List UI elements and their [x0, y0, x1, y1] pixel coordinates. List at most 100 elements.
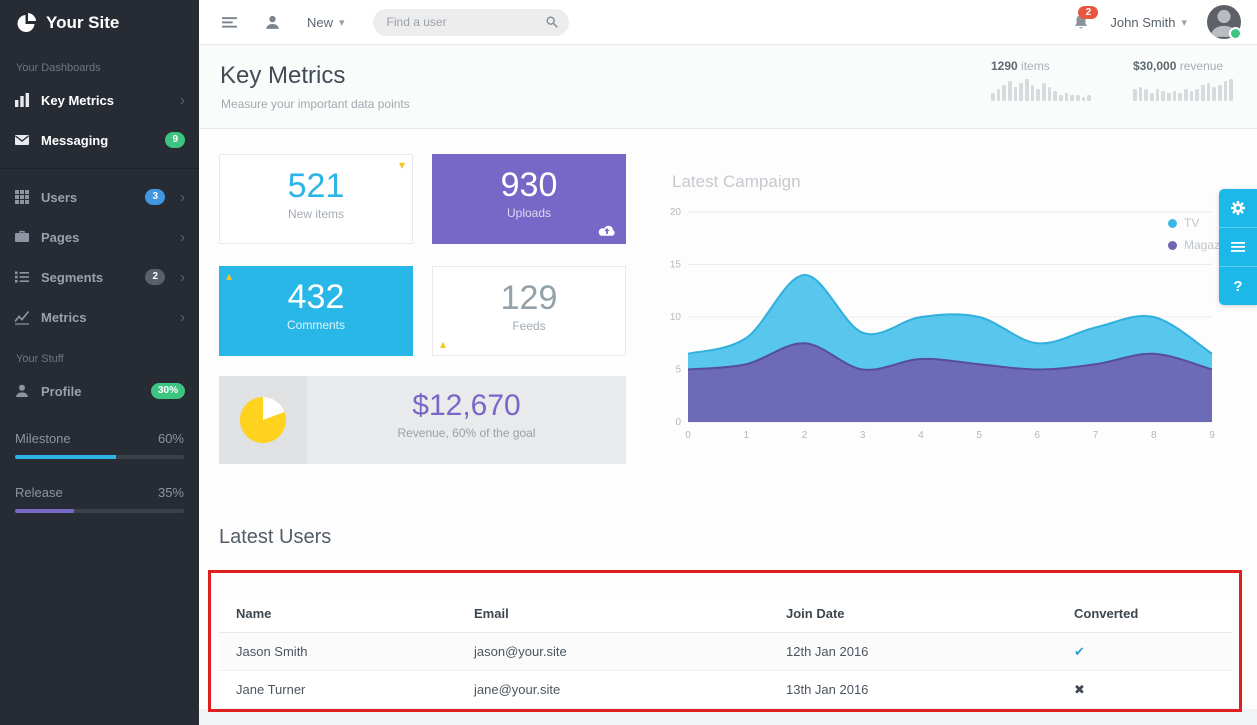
segments-badge: 2: [145, 269, 165, 285]
envelope-icon: [14, 132, 30, 148]
user-menu[interactable]: John Smith ▾: [1110, 15, 1187, 30]
sidebar-item-label: Key Metrics: [41, 92, 114, 108]
cell-name: Jane Turner: [236, 682, 306, 697]
svg-text:10: 10: [670, 312, 682, 323]
tile-feeds[interactable]: ▴ 129 Feeds: [432, 266, 626, 356]
revenue-value: $12,670: [412, 389, 521, 422]
svg-text:9: 9: [1209, 430, 1215, 441]
cloud-upload-icon: [597, 224, 617, 238]
sidebar-item-label: Messaging: [41, 132, 109, 148]
menu-list-icon[interactable]: [221, 14, 238, 31]
sidebar-item-metrics[interactable]: Metrics ›: [0, 297, 199, 337]
svg-text:5: 5: [976, 430, 982, 441]
chevron-right-icon: ›: [180, 188, 185, 206]
page-subtitle: Measure your important data points: [221, 97, 410, 111]
main-content: ▾ 521 New items 930 Uploads ▴ 432 Commen…: [199, 129, 1257, 725]
list-icon: [14, 269, 30, 285]
svg-text:3: 3: [860, 430, 866, 441]
person-icon: [14, 383, 30, 399]
sidebar-progress-block: Milestone 60% Release 35%: [0, 411, 199, 513]
svg-text:1: 1: [743, 430, 749, 441]
tile-value: 129: [500, 279, 558, 317]
column-header-name: Name: [236, 605, 272, 621]
messaging-badge: 9: [165, 132, 185, 148]
notifications-bell[interactable]: 2: [1072, 5, 1099, 32]
topbar: New ▾ 2 John Smith ▾: [199, 0, 1257, 45]
svg-text:15: 15: [670, 260, 682, 271]
sidebar-item-users[interactable]: Users 3 ›: [0, 177, 199, 217]
table-row[interactable]: Jane Turner jane@your.site 13th Jan 2016…: [219, 671, 1232, 709]
revenue-tile[interactable]: $12,670 Revenue, 60% of the goal: [219, 376, 626, 464]
latest-campaign-chart: Latest Campaign 0 5 10 15 20 0 1 2 3 4 5 6 7 8 9 TV Ma…: [654, 164, 1236, 464]
avatar[interactable]: [1207, 5, 1242, 40]
settings-button[interactable]: [1219, 189, 1257, 228]
legend-dot-magazine: [1168, 240, 1177, 250]
caret-up-icon: ▴: [440, 337, 447, 351]
cell-join-date: 12th Jan 2016: [786, 644, 869, 659]
campaign-area-chart: 0 5 10 15 20 0 1 2 3 4 5 6 7 8 9: [670, 207, 1215, 441]
search-icon[interactable]: [545, 15, 559, 29]
tile-label: Feeds: [512, 319, 546, 333]
sidebar-section-dashboards: Your Dashboards: [16, 62, 101, 74]
progress-fill: [15, 455, 117, 459]
user-icon[interactable]: [264, 14, 281, 31]
table-header-row: Name Email Join Date Converted: [219, 594, 1232, 633]
caret-down-icon: ▾: [339, 16, 345, 29]
logo-text: Your Site: [46, 13, 120, 32]
page-header: Key Metrics Measure your important data …: [199, 45, 1257, 129]
notification-count-badge: 2: [1078, 5, 1099, 19]
release-progress: Release 35%: [15, 485, 184, 513]
milestone-progress: Milestone 60%: [15, 431, 184, 459]
svg-text:7: 7: [1093, 430, 1099, 441]
sidebar-divider: [0, 168, 199, 169]
online-status-dot: [1229, 27, 1242, 40]
new-dropdown[interactable]: New ▾: [307, 15, 345, 30]
column-header-email: Email: [474, 605, 509, 621]
users-badge: 3: [145, 189, 165, 205]
revenue-stat-label: revenue: [1179, 59, 1224, 73]
x-icon: ✖: [1074, 681, 1085, 697]
items-stat: 1290 items: [991, 59, 1092, 101]
chevron-right-icon: ›: [180, 228, 185, 246]
sidebar-item-pages[interactable]: Pages ›: [0, 217, 199, 257]
sidebar-item-label: Profile: [41, 383, 82, 399]
revenue-stat: $30,000 revenue: [1133, 59, 1234, 101]
revenue-sparkline: [1133, 79, 1234, 101]
svg-text:5: 5: [675, 365, 681, 376]
sidebar-item-segments[interactable]: Segments 2 ›: [0, 257, 199, 297]
tile-value: 432: [287, 278, 345, 316]
user-name: John Smith: [1110, 14, 1176, 30]
legend-label: TV: [1184, 216, 1200, 230]
caret-down-icon: ▾: [1181, 16, 1187, 29]
question-mark-icon: ?: [1233, 277, 1243, 295]
chevron-right-icon: ›: [180, 308, 185, 326]
latest-users-table: Name Email Join Date Converted Jason Smi…: [219, 594, 1232, 709]
tile-uploads[interactable]: 930 Uploads: [432, 154, 626, 244]
progress-track: [15, 455, 184, 459]
pie-logo-icon: [16, 13, 36, 33]
svg-text:20: 20: [670, 207, 682, 218]
grid-icon: [14, 189, 30, 205]
tile-label: Uploads: [506, 206, 552, 220]
tile-comments[interactable]: ▴ 432 Comments: [219, 266, 413, 356]
line-chart-icon: [14, 309, 30, 325]
legend-dot-tv: [1168, 218, 1177, 228]
chart-title: Latest Campaign: [672, 172, 801, 191]
sidebar-item-profile[interactable]: Profile 30%: [0, 371, 199, 411]
sidebar-item-messaging[interactable]: Messaging 9: [0, 120, 199, 160]
tile-new-items[interactable]: ▾ 521 New items: [219, 154, 413, 244]
briefcase-icon: [14, 229, 30, 245]
logo[interactable]: Your Site: [0, 0, 199, 46]
progress-track: [15, 509, 184, 513]
search-input[interactable]: [372, 8, 569, 36]
latest-users-title: Latest Users: [219, 526, 332, 548]
sidebar-item-key-metrics[interactable]: Key Metrics ›: [0, 80, 199, 120]
list-button[interactable]: [1219, 228, 1257, 267]
progress-label: Milestone: [15, 431, 71, 446]
tile-value: 930: [500, 166, 558, 204]
svg-text:6: 6: [1035, 430, 1041, 441]
help-button[interactable]: ?: [1219, 267, 1257, 305]
table-row[interactable]: Jason Smith jason@your.site 12th Jan 201…: [219, 633, 1232, 671]
legend-item-tv[interactable]: TV: [1168, 216, 1236, 230]
